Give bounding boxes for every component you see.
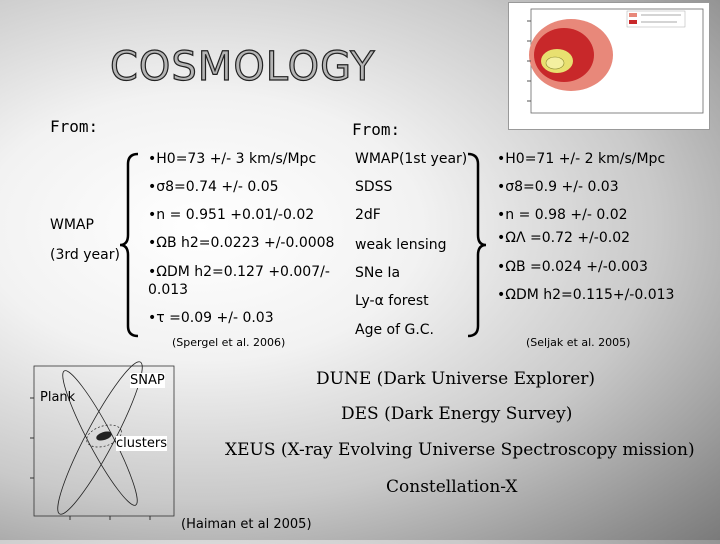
- mission-xeus: XEUS (X-ray Evolving Universe Spectrosco…: [225, 440, 695, 460]
- slide-title: COSMOLOGY: [109, 43, 376, 90]
- wmap-omega-b: •ΩB h2=0.0223 +/-0.0008: [148, 235, 335, 251]
- forecast-diagram: [0, 358, 185, 540]
- source-2df: 2dF: [355, 207, 381, 223]
- spergel-citation: (Spergel et al. 2006): [172, 336, 286, 349]
- snap-ellipse: [57, 361, 143, 515]
- from-label-right: From:: [352, 120, 401, 139]
- source-wmap1: WMAP(1st year): [355, 151, 468, 167]
- mission-des: DES (Dark Energy Survey): [341, 404, 573, 424]
- source-weak-lensing: weak lensing: [355, 237, 447, 253]
- source-sdss: SDSS: [355, 179, 393, 195]
- seljak-omega-dm: •ΩDM h2=0.115+/-0.013: [497, 287, 675, 303]
- wmap-label: WMAP: [50, 217, 94, 233]
- mission-dune: DUNE (Dark Universe Explorer): [316, 369, 596, 389]
- seljak-omega-b: •ΩB =0.024 +/-0.003: [497, 259, 648, 275]
- left-brace-icon: [119, 152, 139, 338]
- plank-label: Plank: [40, 390, 76, 405]
- source-ly-alpha: Ly-α forest: [355, 293, 429, 309]
- from-label-left: From:: [50, 117, 99, 136]
- clusters-ellipse: [86, 424, 122, 448]
- snap-label: SNAP: [130, 373, 165, 388]
- seljak-citation: (Seljak et al. 2005): [526, 336, 631, 349]
- wmap-omega-dm-cont: 0.013: [148, 282, 189, 298]
- seljak-h0: •H0=71 +/- 2 km/s/Mpc: [497, 151, 666, 167]
- source-age-gc: Age of G.C.: [355, 322, 434, 338]
- forecast-diagram-svg: [30, 361, 175, 520]
- seljak-sigma8: •σ8=0.9 +/- 0.03: [497, 179, 619, 195]
- mission-constellation-x: Constellation-X: [386, 477, 518, 497]
- haiman-citation: (Haiman et al 2005): [181, 517, 312, 532]
- wmap-h0: •H0=73 +/- 3 km/s/Mpc: [148, 151, 317, 167]
- source-sne-ia: SNe Ia: [355, 265, 401, 281]
- contour-plot-figure: [508, 2, 710, 130]
- clusters-label: clusters: [116, 436, 167, 451]
- right-brace-icon: [467, 152, 487, 338]
- inner-contour: [545, 56, 565, 70]
- combined-ellipse: [96, 431, 112, 441]
- seljak-omega-lambda: •ΩΛ =0.72 +/-0.02: [497, 230, 631, 246]
- wmap-sigma8: •σ8=0.74 +/- 0.05: [148, 179, 279, 195]
- wmap-omega-dm: •ΩDM h2=0.127 +0.007/-: [148, 264, 330, 280]
- contour-plot-svg: [527, 8, 704, 114]
- wmap-tau: •τ =0.09 +/- 0.03: [148, 310, 274, 326]
- wmap-n: •n = 0.951 +0.01/-0.02: [148, 207, 315, 223]
- wmap-year-label: (3rd year): [50, 247, 120, 263]
- seljak-n: •n = 0.98 +/- 0.02: [497, 207, 628, 223]
